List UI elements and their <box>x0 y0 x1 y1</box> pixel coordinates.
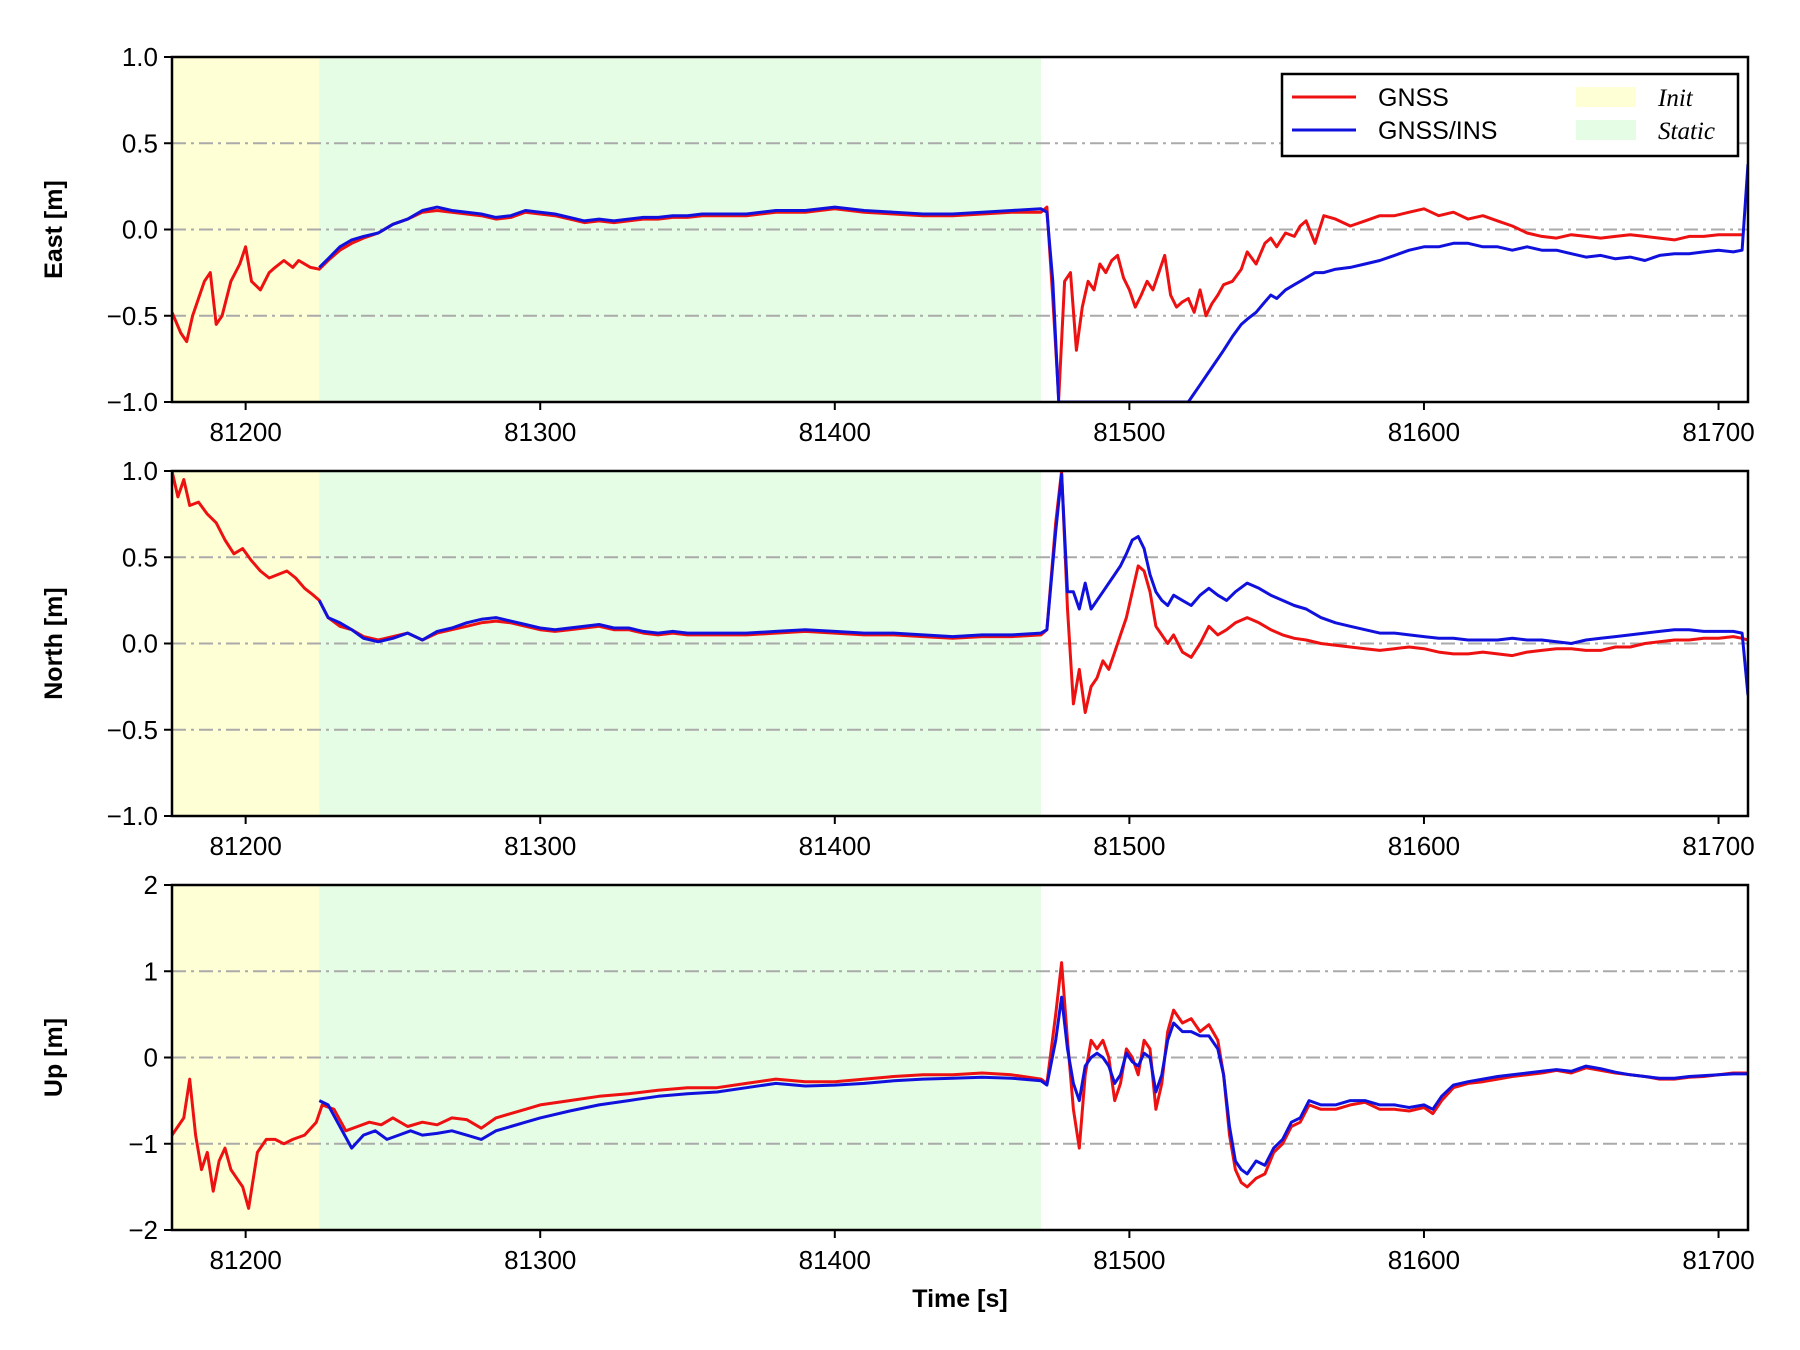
legend-label: GNSS <box>1378 84 1449 112</box>
x-tick-label: 81700 <box>1682 417 1754 447</box>
y-axis-label: East [m] <box>40 180 68 279</box>
x-tick-label: 81500 <box>1093 831 1165 861</box>
series-gnss-ins-line <box>318 163 1748 402</box>
x-tick-label: 81500 <box>1093 417 1165 447</box>
legend-label: Init <box>1657 85 1694 112</box>
series-gnss-line <box>172 471 1748 714</box>
x-tick-label: 81200 <box>209 831 281 861</box>
x-tick-label: 81600 <box>1388 831 1460 861</box>
x-tick-label: 81700 <box>1682 831 1754 861</box>
y-tick-label: 2 <box>144 870 158 900</box>
y-axis-label: North [m] <box>40 587 68 699</box>
x-tick-label: 81600 <box>1388 1245 1460 1275</box>
y-tick-label: 0 <box>144 1043 158 1073</box>
x-tick-label: 81200 <box>209 417 281 447</box>
series-gnss-line <box>172 961 1748 1210</box>
x-tick-label: 81700 <box>1682 1245 1754 1275</box>
x-tick-label: 81300 <box>504 831 576 861</box>
series-gnss-ins-line <box>318 995 1748 1176</box>
y-tick-label: 0.5 <box>122 542 158 572</box>
x-tick-label: 81200 <box>209 1245 281 1275</box>
y-axis-label: Up [m] <box>40 1018 68 1097</box>
panel-east: −1.0 −0.5 0.0 0.5 1.0 81200 81300 81400 81500 816… <box>40 42 1755 447</box>
legend: GNSS GNSS/INS Init Static <box>1280 72 1740 158</box>
y-tick-label: −1.0 <box>107 387 158 417</box>
x-axis-label: Time [s] <box>912 1285 1007 1313</box>
x-tick-label: 81400 <box>799 1245 871 1275</box>
y-tick-label: 1.0 <box>122 456 158 486</box>
y-tick-label: 0.0 <box>122 215 158 245</box>
legend-swatch-static <box>1576 120 1636 140</box>
y-tick-label: −1 <box>128 1129 158 1159</box>
legend-swatch-init <box>1576 87 1636 107</box>
x-tick-label: 81300 <box>504 1245 576 1275</box>
series-gnss-ins-line <box>317 472 1748 696</box>
y-tick-label: −2 <box>128 1215 158 1245</box>
y-tick-label: 0.0 <box>122 629 158 659</box>
series-gnss-line <box>172 205 1743 401</box>
y-tick-label: 1 <box>144 956 158 986</box>
panel-up: −2 −1 0 1 2 81200 81300 81400 81500 81600 81700 Up … <box>40 870 1755 1275</box>
x-tick-label: 81400 <box>799 831 871 861</box>
y-tick-label: −1.0 <box>107 801 158 831</box>
legend-box <box>1280 72 1740 158</box>
y-tick-label: 0.5 <box>122 128 158 158</box>
legend-label: GNSS/INS <box>1378 117 1497 145</box>
y-tick-label: 1.0 <box>122 42 158 72</box>
y-tick-label: −0.5 <box>107 301 158 331</box>
panel-north: −1.0 −0.5 0.0 0.5 1.0 81200 81300 81400 81500 816… <box>40 456 1755 861</box>
x-tick-label: 81400 <box>799 417 871 447</box>
x-tick-label: 81500 <box>1093 1245 1165 1275</box>
x-tick-label: 81600 <box>1388 417 1460 447</box>
legend-label: Static <box>1658 118 1715 145</box>
y-tick-label: −0.5 <box>107 715 158 745</box>
x-tick-label: 81300 <box>504 417 576 447</box>
